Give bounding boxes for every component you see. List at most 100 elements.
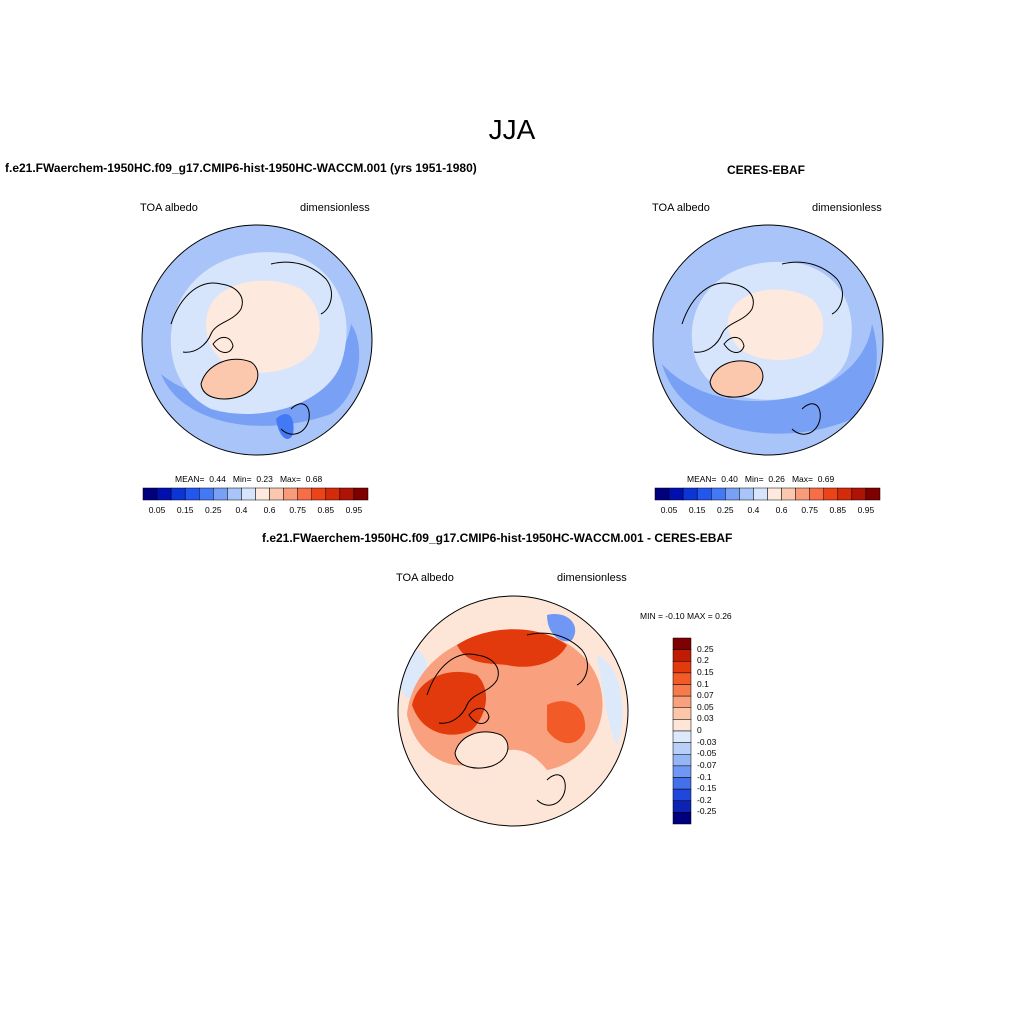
obs-mean-value: 0.40 xyxy=(721,474,738,484)
model-colorbar-swatch xyxy=(199,487,214,501)
diff-colorbar-tick-label: -0.07 xyxy=(697,759,717,770)
model-colorbar-swatch xyxy=(353,487,369,501)
model-colorbar xyxy=(142,487,369,501)
obs-colorbar-tick-label: 0.75 xyxy=(801,505,818,515)
obs-coastlines xyxy=(681,261,843,435)
obs-greenland xyxy=(710,360,763,398)
diff-colorbar-swatch xyxy=(672,730,692,743)
model-colorbar-tick-label: 0.75 xyxy=(289,505,306,515)
obs-arctic-high-albedo xyxy=(727,289,824,360)
model-colorbar-swatch xyxy=(283,487,298,501)
diff-positive-strong-siberia xyxy=(457,629,567,667)
model-panel-title: f.e21.FWaerchem-1950HC.f09_g17.CMIP6-his… xyxy=(5,161,477,175)
diff-colorbar-swatch xyxy=(672,765,692,778)
obs-colorbar-swatch xyxy=(781,487,796,501)
obs-units-label: dimensionless xyxy=(812,202,882,214)
diff-colorbar-tick-label: -0.15 xyxy=(697,783,717,794)
model-colorbar-swatch xyxy=(170,487,186,501)
model-units-label: dimensionless xyxy=(300,202,370,214)
diff-coastlines xyxy=(426,632,588,806)
diff-greenland-mid xyxy=(455,731,508,769)
model-colorbar-swatch xyxy=(142,487,158,501)
obs-colorbar-swatch xyxy=(823,487,839,501)
model-arctic-high-albedo xyxy=(206,280,320,373)
diff-colorbar-tick-label: -0.25 xyxy=(697,806,717,817)
obs-colorbar-swatch xyxy=(654,487,670,501)
model-colorbar-swatch xyxy=(311,487,327,501)
model-colorbar-swatch xyxy=(227,487,242,501)
diff-colorbar-tick-label: 0.2 xyxy=(697,655,709,666)
diff-positive-strong-scandinavia xyxy=(547,701,586,744)
diff-near-zero-region-2 xyxy=(597,655,623,745)
obs-colorbar-swatch xyxy=(739,487,754,501)
obs-colorbar-labels: 0.05 0.15 0.25 0.4 0.6 0.75 0.85 0.95 xyxy=(655,505,880,517)
model-max-value: 0.68 xyxy=(305,474,323,484)
model-colorbar-swatch xyxy=(297,487,312,501)
obs-colorbar-swatch xyxy=(767,487,782,501)
model-coastlines xyxy=(170,261,332,435)
diff-positive-strong-canada xyxy=(412,671,487,735)
model-colorbar-swatch xyxy=(241,487,256,501)
model-colorbar-swatch xyxy=(184,487,200,501)
model-min-label: Min= xyxy=(232,474,252,484)
model-colorbar-swatch xyxy=(325,487,341,501)
obs-colorbar-swatch xyxy=(851,487,867,501)
obs-colorbar-tick-label: 0.25 xyxy=(717,505,734,515)
diff-colorbar-tick-label: 0.05 xyxy=(697,701,714,712)
obs-colorbar-swatch xyxy=(668,487,684,501)
model-colorbar-tick-label: 0.6 xyxy=(263,505,276,515)
model-scandinavia-low xyxy=(276,414,294,439)
diff-colorbar-tick-label: 0.03 xyxy=(697,713,714,724)
obs-mean-label: MEAN= xyxy=(687,474,717,484)
obs-colorbar-swatch xyxy=(809,487,824,501)
diff-colorbar-tick-label: 0.07 xyxy=(697,690,714,701)
model-polar-map xyxy=(141,224,373,456)
obs-max-value: 0.69 xyxy=(817,474,835,484)
obs-max-label: Max= xyxy=(791,474,813,484)
obs-min-value: 0.26 xyxy=(768,474,785,484)
model-max-label: Max= xyxy=(279,474,301,484)
model-colorbar-tick-label: 0.95 xyxy=(345,505,363,515)
diff-colorbar-swatch xyxy=(672,742,692,755)
diff-colorbar-tick-label: -0.05 xyxy=(697,748,717,759)
diff-colorbar-tick-label: -0.1 xyxy=(697,771,712,782)
model-colorbar-swatch xyxy=(156,487,172,501)
diff-colorbar-tick-label: 0 xyxy=(697,725,702,735)
diff-minmax: MIN = -0.10 MAX = 0.26 xyxy=(640,611,732,621)
model-colorbar-tick-label: 0.85 xyxy=(317,505,335,515)
model-colorbar-labels: 0.05 0.15 0.25 0.4 0.6 0.75 0.85 0.95 xyxy=(143,505,368,517)
model-colorbar-swatch xyxy=(269,487,284,501)
diff-polar-map xyxy=(397,595,629,827)
model-colorbar-tick-label: 0.05 xyxy=(148,505,166,515)
diff-colorbar xyxy=(672,637,692,825)
diff-colorbar-swatch xyxy=(672,661,692,674)
obs-colorbar-swatch xyxy=(682,487,698,501)
diff-colorbar-swatch xyxy=(672,695,692,708)
diff-colorbar-swatch xyxy=(672,637,692,650)
obs-colorbar-tick-label: 0.6 xyxy=(775,505,788,515)
obs-colorbar-tick-label: 0.95 xyxy=(857,505,875,515)
diff-colorbar-swatch xyxy=(672,649,692,662)
model-mean-label: MEAN= xyxy=(175,474,205,484)
diff-colorbar-swatch xyxy=(672,754,692,767)
diff-colorbar-tick-label: -0.03 xyxy=(697,736,717,747)
obs-variable-label: TOA albedo xyxy=(652,202,710,214)
obs-midlat-band xyxy=(662,324,877,434)
diff-colorbar-swatch xyxy=(672,684,692,697)
model-colorbar-swatch xyxy=(213,487,228,501)
diff-colorbar-swatch xyxy=(672,672,692,685)
model-min-value: 0.23 xyxy=(256,474,273,484)
diff-variable-label: TOA albedo xyxy=(396,572,454,584)
model-colorbar-swatch xyxy=(255,487,270,501)
obs-stats: MEAN= 0.40 Min= 0.26 Max= 0.69 xyxy=(687,474,834,484)
model-mean-value: 0.44 xyxy=(209,474,226,484)
model-colorbar-tick-label: 0.25 xyxy=(205,505,222,515)
obs-polar-map xyxy=(652,224,884,456)
obs-colorbar-tick-label: 0.85 xyxy=(829,505,847,515)
obs-colorbar-swatch xyxy=(837,487,853,501)
model-colorbar-swatch xyxy=(339,487,355,501)
diff-panel-title: f.e21.FWaerchem-1950HC.f09_g17.CMIP6-his… xyxy=(262,531,733,545)
obs-colorbar-swatch xyxy=(753,487,768,501)
model-variable-label: TOA albedo xyxy=(140,202,198,214)
model-colorbar-tick-label: 0.4 xyxy=(235,505,248,515)
